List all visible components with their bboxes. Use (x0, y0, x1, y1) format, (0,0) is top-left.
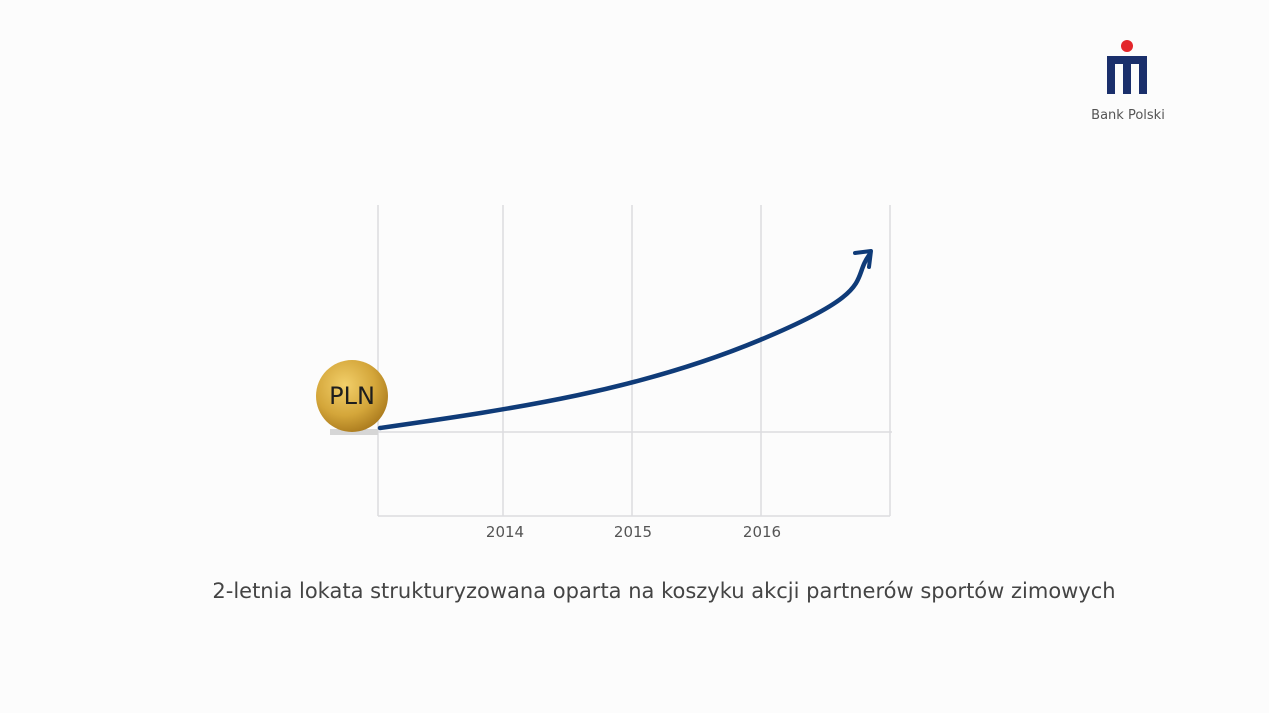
x-label: 2015 (614, 523, 652, 541)
arrow-head (853, 249, 873, 269)
logo-dot (1121, 40, 1133, 52)
logo-mark (1107, 56, 1147, 94)
chart-area: 2014 2015 2016 (377, 205, 892, 541)
x-label: 2014 (486, 523, 524, 541)
logo: Bank Polski (1091, 40, 1165, 123)
caption: 2-letnia lokata strukturyzowana oparta n… (212, 579, 1115, 603)
coin-shadow (330, 429, 378, 435)
logo-text: Bank Polski (1091, 108, 1165, 123)
x-label: 2016 (743, 523, 781, 541)
growth-curve (377, 251, 873, 431)
coin: PLN (316, 360, 388, 435)
coin-body (316, 360, 388, 432)
coin-label: PLN (329, 382, 375, 410)
